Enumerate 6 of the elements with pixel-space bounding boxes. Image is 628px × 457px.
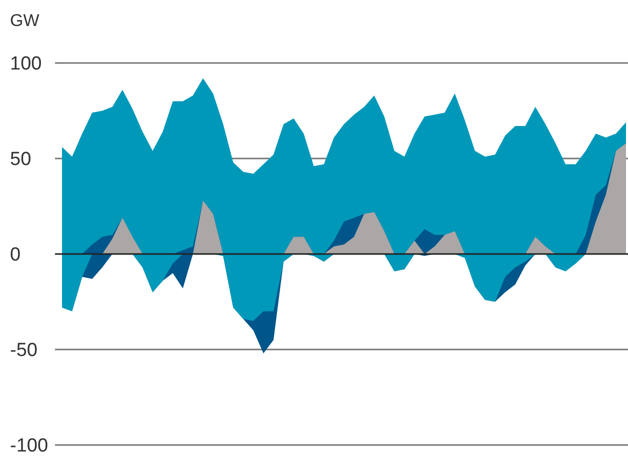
y-axis-title: GW: [10, 11, 40, 30]
y-tick-label: 0: [10, 244, 21, 266]
y-tick-label: -50: [10, 340, 38, 362]
y-tick-label: -100: [10, 436, 48, 457]
y-tick-label: 50: [10, 149, 32, 170]
y-tick-label: 100: [10, 54, 42, 75]
